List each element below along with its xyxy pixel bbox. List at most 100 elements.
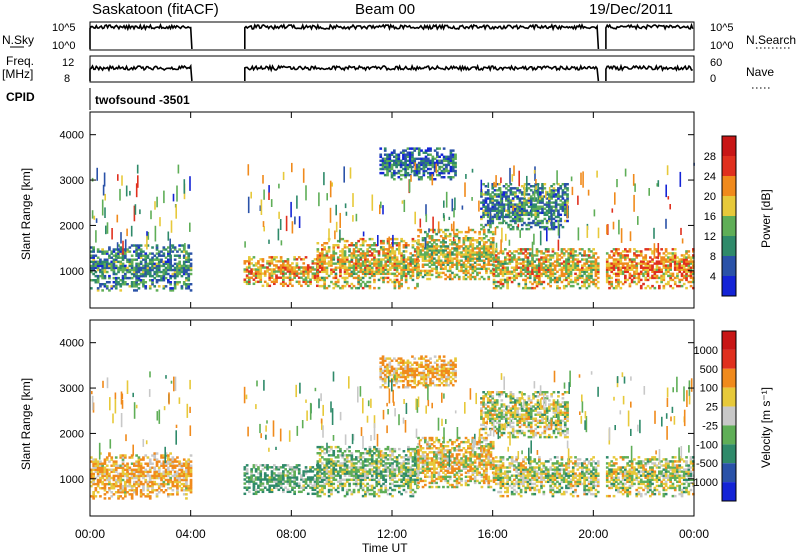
- echo-cell: [103, 493, 107, 496]
- echo-cell: [129, 190, 131, 196]
- echo-cell: [173, 268, 177, 272]
- echo-cell: [135, 272, 138, 276]
- echo-cell: [544, 250, 548, 253]
- echo-cell: [316, 242, 320, 245]
- echo-cell: [489, 193, 492, 196]
- echo-cell: [689, 274, 693, 278]
- echo-cell: [563, 209, 567, 212]
- echo-cell: [284, 266, 287, 269]
- echo-cell: [569, 256, 573, 259]
- echo-cell: [259, 478, 263, 481]
- echo-cell: [529, 199, 533, 202]
- echo-cell: [493, 207, 497, 210]
- echo-cell: [590, 256, 593, 259]
- echo-cell: [437, 261, 441, 264]
- echo-cell: [565, 272, 568, 276]
- echo-cell: [486, 205, 490, 208]
- echo-cell: [551, 274, 555, 278]
- echo-cell: [518, 219, 522, 223]
- echo-cell: [304, 282, 308, 286]
- echo-cell: [451, 161, 455, 165]
- echo-cell: [155, 489, 159, 492]
- echo-cell: [460, 269, 463, 273]
- echo-cell: [297, 464, 301, 467]
- echo-cell: [538, 276, 541, 280]
- echo-cell: [533, 169, 536, 174]
- echo-cell: [487, 261, 491, 264]
- echo-cell: [263, 472, 267, 475]
- echo-cell: [300, 266, 303, 269]
- echo-cell: [148, 474, 152, 478]
- echo-cell: [571, 266, 575, 269]
- echo-cell: [124, 239, 127, 252]
- echo-cell: [124, 454, 127, 457]
- echo-cell: [594, 262, 598, 265]
- echo-cell: [467, 265, 470, 269]
- echo-cell: [454, 171, 457, 175]
- echo-cell: [103, 458, 107, 461]
- echo-cell: [291, 284, 294, 288]
- echo-cell: [348, 274, 351, 278]
- echo-cell: [540, 252, 543, 255]
- echo-cell: [153, 452, 157, 455]
- echo-cell: [300, 486, 303, 489]
- echo-cell: [254, 268, 258, 271]
- echo-cell: [180, 268, 184, 272]
- echo-cell: [162, 248, 166, 251]
- echo-cell: [316, 484, 320, 488]
- echo-cell: [124, 468, 127, 472]
- echo-cell: [182, 472, 186, 476]
- echo-cell: [471, 245, 475, 248]
- echo-cell: [252, 484, 256, 487]
- echo-cell: [139, 472, 143, 476]
- echo-cell: [130, 456, 134, 459]
- echo-cell: [433, 267, 436, 271]
- echo-cell: [655, 264, 659, 267]
- echo-cell: [430, 273, 434, 277]
- echo-cell: [545, 221, 549, 225]
- echo-cell: [487, 230, 491, 234]
- echo-cell: [108, 262, 111, 266]
- echo-cell: [96, 474, 100, 478]
- echo-cell: [524, 248, 528, 251]
- echo-cell: [551, 264, 555, 267]
- echo-cell: [482, 251, 486, 254]
- echo-cell: [245, 464, 249, 467]
- echo-cell: [500, 205, 504, 208]
- echo-cell: [273, 484, 276, 487]
- echo-cell: [516, 217, 519, 221]
- echo-cell: [250, 268, 253, 271]
- echo-cell: [325, 276, 329, 280]
- echo-cell: [92, 260, 95, 264]
- echo-cell: [445, 155, 448, 159]
- echo-cell: [245, 488, 249, 492]
- echo-cell: [375, 272, 379, 276]
- echo-cell: [471, 263, 475, 266]
- echo-cell: [487, 267, 491, 271]
- echo-cell: [493, 215, 497, 219]
- echo-cell: [90, 266, 93, 270]
- echo-cell: [96, 274, 100, 278]
- echo-cell: [453, 253, 457, 256]
- echo-cell: [411, 161, 414, 165]
- echo-cell: [669, 268, 672, 271]
- echo-cell: [103, 268, 107, 272]
- echo-cell: [583, 284, 586, 288]
- echo-cell: [386, 256, 390, 259]
- echo-cell: [509, 187, 513, 190]
- echo-cell: [435, 269, 438, 273]
- echo-cell: [173, 274, 177, 278]
- echo-cell: [485, 253, 488, 256]
- y-tick-label: 2000: [60, 220, 84, 232]
- echo-cell: [536, 209, 540, 212]
- echo-cell: [428, 271, 432, 275]
- echo-cell: [243, 280, 247, 284]
- echo-cell: [94, 495, 98, 498]
- echo-cell: [421, 237, 425, 240]
- echo-cell: [139, 480, 143, 484]
- echo-cell: [646, 284, 650, 288]
- echo-cell: [485, 269, 488, 273]
- echo-cell: [313, 484, 317, 487]
- echo-cell: [509, 183, 513, 186]
- echo-cell: [130, 258, 134, 261]
